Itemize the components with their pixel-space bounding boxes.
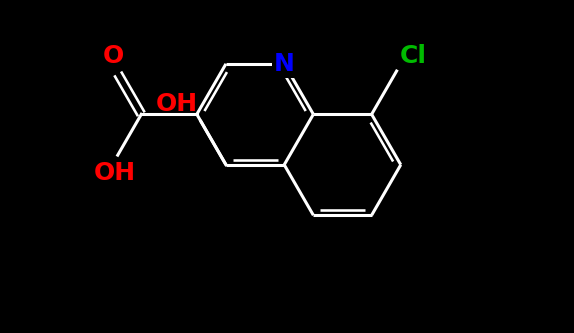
Text: O: O [103, 44, 124, 68]
Text: OH: OH [156, 92, 198, 116]
Text: OH: OH [94, 161, 136, 185]
Text: N: N [274, 52, 294, 76]
Text: Cl: Cl [400, 44, 426, 68]
